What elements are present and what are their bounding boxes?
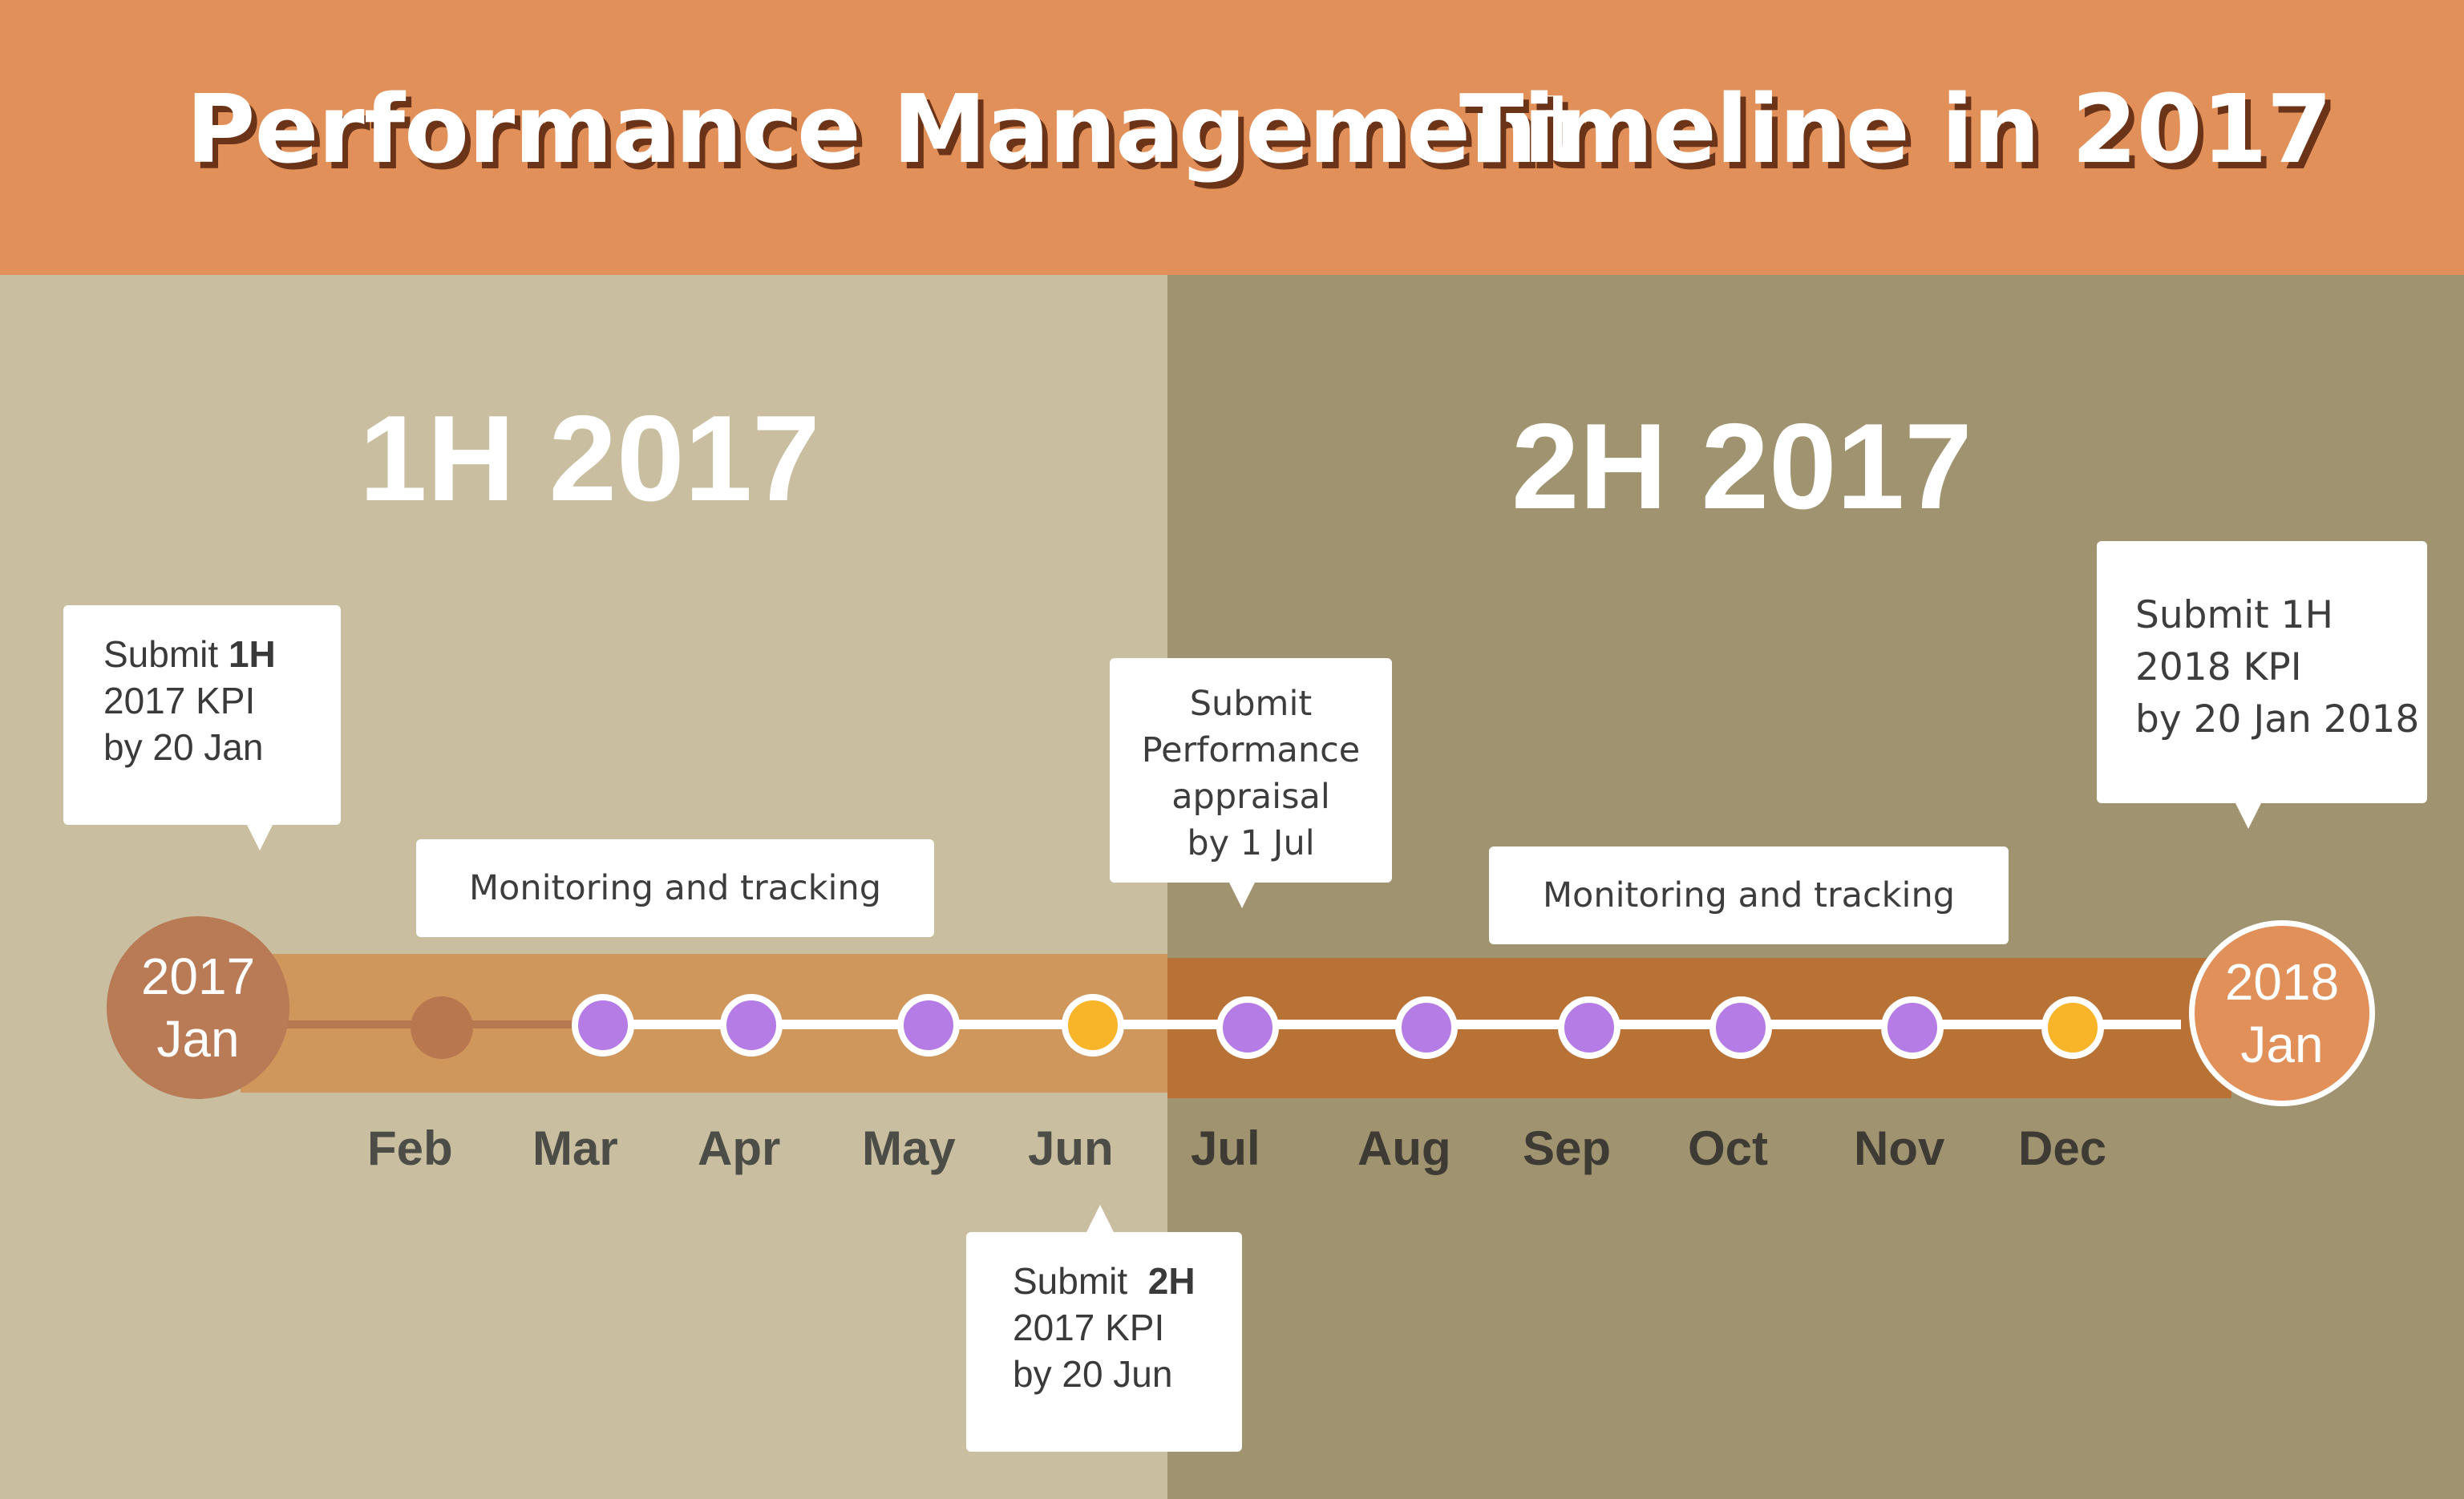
month-label-nov: Nov xyxy=(1854,1121,1945,1175)
timeline-line xyxy=(601,1020,2181,1029)
milestone-dot-oct xyxy=(1709,996,1772,1059)
callout-line: Submit xyxy=(1189,684,1313,724)
callout-submit-1h-2018-kpi: Submit 1H 2018 KPI by 20 Jan 2018 xyxy=(2097,541,2427,829)
month-label-oct: Oct xyxy=(1688,1121,1769,1175)
callout-line: by 20 Jan xyxy=(103,726,264,768)
end-circle-jan-2018: 2018 Jan xyxy=(2189,920,2375,1106)
callout-line: 2017 KPI xyxy=(1013,1307,1165,1348)
milestone-dot-jul xyxy=(1216,996,1279,1059)
month-label-aug: Aug xyxy=(1357,1121,1451,1175)
callout-performance-appraisal: Submit Performance appraisal by 1 Jul xyxy=(1110,658,1392,908)
second-half-label: 2H 2017 xyxy=(1511,398,1972,535)
callout-bold: 2H xyxy=(1147,1260,1196,1302)
month-label-may: May xyxy=(862,1121,956,1175)
callout-line: Submit 1H xyxy=(2135,593,2333,637)
end-circle-year: 2018 xyxy=(2224,953,2340,1011)
milestone-dot-dec xyxy=(2041,996,2104,1059)
milestone-dot-jun xyxy=(1062,994,1124,1057)
callout-monitoring-second-half: Monitoring and tracking xyxy=(1489,846,2009,944)
callout-line: by 20 Jun xyxy=(1013,1353,1173,1395)
header-banner: Performance Management Timeline in 2017 xyxy=(0,0,2464,275)
title-part-1: Performance Management xyxy=(186,74,1582,184)
callout-line: by 20 Jan 2018 xyxy=(2135,697,2420,741)
callout-pointer xyxy=(1086,1205,1114,1232)
end-circle-month: Jan xyxy=(2240,1016,2324,1073)
month-label-jul: Jul xyxy=(1191,1121,1260,1175)
callout-line: appraisal xyxy=(1171,777,1330,817)
callout-prefix: Submit xyxy=(103,633,219,675)
callout-submit-1h-2017-kpi: Submit 1H 2017 KPI by 20 Jan xyxy=(63,605,341,851)
milestone-dot-mar xyxy=(572,994,634,1057)
callout-submit-2h-2017-kpi: Submit 2H 2017 KPI by 20 Jun xyxy=(966,1205,1242,1452)
callout-line: by 1 Jul xyxy=(1187,823,1315,863)
callout-text: Monitoring and tracking xyxy=(1542,875,1956,915)
milestone-dot-apr xyxy=(720,994,783,1057)
milestone-dot-may xyxy=(897,994,960,1057)
month-label-apr: Apr xyxy=(698,1121,781,1175)
month-label-sep: Sep xyxy=(1523,1121,1612,1175)
callout-pointer xyxy=(1228,881,1256,908)
title-part-2: Timeline in 2017 xyxy=(1459,74,2333,184)
month-label-mar: Mar xyxy=(532,1121,618,1175)
first-half-label: 1H 2017 xyxy=(359,390,820,527)
callout-pointer xyxy=(246,823,273,851)
callout-line: 2017 KPI xyxy=(103,680,256,721)
start-circle-month: Jan xyxy=(156,1010,240,1068)
callout-monitoring-first-half: Monitoring and tracking xyxy=(416,839,934,937)
start-circle-jan-2017: 2017 Jan xyxy=(107,916,289,1099)
callout-text: Monitoring and tracking xyxy=(468,868,882,908)
callout-bold: 1H xyxy=(228,633,276,675)
milestone-dot-nov xyxy=(1881,996,1944,1059)
milestone-dot-sep xyxy=(1558,996,1620,1059)
start-circle-year: 2017 xyxy=(140,947,256,1005)
milestone-dot-aug xyxy=(1395,996,1458,1059)
month-label-dec: Dec xyxy=(2018,1121,2107,1175)
milestone-dot-feb xyxy=(411,996,473,1059)
month-label-feb: Feb xyxy=(367,1121,453,1175)
callout-prefix: Submit xyxy=(1013,1260,1128,1302)
callout-pointer xyxy=(2235,802,2262,829)
callout-line: Performance xyxy=(1141,730,1361,770)
month-label-jun: Jun xyxy=(1028,1121,1114,1175)
callout-line: 2018 KPI xyxy=(2135,645,2302,689)
